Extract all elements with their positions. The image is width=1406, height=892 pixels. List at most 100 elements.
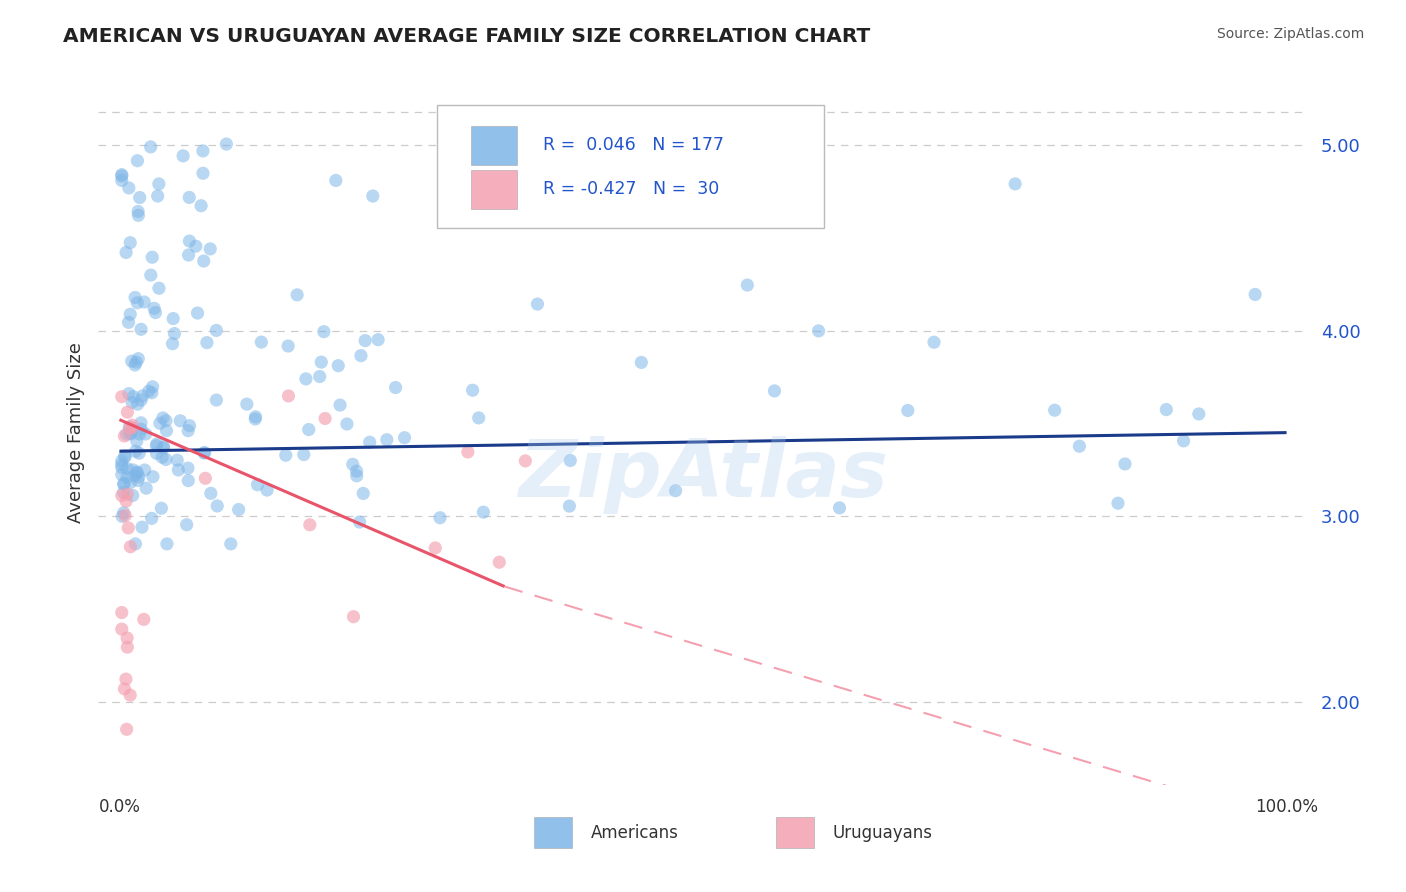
Point bbox=[115, 245, 138, 260]
Point bbox=[219, 537, 242, 551]
Point bbox=[131, 520, 153, 534]
Point bbox=[135, 481, 157, 495]
Point bbox=[737, 278, 759, 293]
Point bbox=[117, 521, 139, 535]
Point bbox=[359, 435, 381, 450]
Point bbox=[1114, 457, 1136, 471]
Text: Uruguayans: Uruguayans bbox=[832, 823, 932, 841]
Point bbox=[111, 454, 134, 468]
Point bbox=[191, 144, 214, 158]
Point bbox=[129, 416, 152, 430]
Point bbox=[111, 390, 134, 404]
Point bbox=[118, 419, 141, 434]
Point bbox=[558, 499, 581, 513]
Point bbox=[129, 322, 152, 336]
Point bbox=[117, 315, 139, 329]
Point bbox=[124, 444, 146, 458]
Point bbox=[311, 355, 333, 369]
Point bbox=[128, 427, 150, 442]
Point bbox=[124, 358, 146, 372]
Point bbox=[125, 434, 148, 449]
Point bbox=[141, 511, 163, 525]
Point bbox=[245, 412, 267, 426]
Point bbox=[150, 450, 173, 465]
Point bbox=[146, 189, 169, 203]
Point bbox=[143, 301, 166, 316]
Point bbox=[155, 424, 177, 438]
Point bbox=[329, 398, 352, 412]
Point bbox=[763, 384, 786, 398]
Point bbox=[1244, 287, 1267, 301]
Point bbox=[114, 508, 136, 523]
Point bbox=[177, 461, 200, 475]
Point bbox=[274, 448, 297, 462]
Point bbox=[1069, 439, 1091, 453]
Point bbox=[190, 199, 212, 213]
Point bbox=[112, 477, 135, 491]
Point bbox=[112, 477, 135, 491]
Point bbox=[111, 467, 134, 482]
Point bbox=[121, 418, 143, 433]
Point bbox=[375, 433, 398, 447]
Point bbox=[139, 140, 162, 154]
Point bbox=[342, 609, 364, 624]
Point bbox=[195, 335, 218, 350]
Point bbox=[169, 414, 191, 428]
Point bbox=[117, 640, 139, 655]
Text: R = -0.427   N =  30: R = -0.427 N = 30 bbox=[543, 180, 720, 198]
Point bbox=[115, 631, 138, 645]
Point bbox=[179, 418, 201, 433]
Point bbox=[461, 383, 484, 397]
Point bbox=[115, 672, 138, 686]
Point bbox=[120, 307, 142, 321]
Point bbox=[111, 622, 134, 636]
Text: AMERICAN VS URUGUAYAN AVERAGE FAMILY SIZE CORRELATION CHART: AMERICAN VS URUGUAYAN AVERAGE FAMILY SIZ… bbox=[63, 27, 870, 45]
Point bbox=[111, 606, 134, 620]
Point bbox=[149, 417, 172, 431]
Point bbox=[194, 471, 217, 485]
FancyBboxPatch shape bbox=[534, 817, 572, 848]
Point bbox=[138, 384, 160, 399]
Point bbox=[193, 254, 215, 268]
Point bbox=[120, 475, 142, 490]
Point bbox=[256, 483, 278, 497]
Point bbox=[115, 494, 138, 508]
Point bbox=[150, 501, 173, 516]
Point bbox=[228, 502, 250, 516]
Point bbox=[127, 474, 149, 488]
Point bbox=[152, 441, 174, 455]
Point bbox=[125, 466, 148, 480]
Point bbox=[121, 488, 143, 502]
Point bbox=[111, 458, 134, 472]
Point bbox=[129, 393, 152, 408]
Point bbox=[141, 250, 163, 264]
Point bbox=[142, 380, 165, 394]
Point bbox=[205, 393, 228, 408]
Point bbox=[308, 369, 330, 384]
Point bbox=[156, 537, 179, 551]
Point bbox=[146, 437, 169, 451]
Point bbox=[132, 612, 155, 626]
Point bbox=[162, 336, 184, 351]
Point bbox=[384, 380, 406, 394]
Point bbox=[394, 431, 416, 445]
Point bbox=[630, 355, 652, 369]
Point bbox=[128, 190, 150, 204]
Point bbox=[127, 295, 149, 310]
Point bbox=[118, 181, 141, 195]
Point bbox=[115, 470, 138, 484]
Point bbox=[425, 541, 447, 555]
Point bbox=[295, 372, 318, 386]
Point bbox=[205, 323, 228, 337]
Text: ZipAtlas: ZipAtlas bbox=[517, 436, 889, 514]
Point bbox=[145, 446, 167, 460]
Point bbox=[1107, 496, 1129, 510]
Point bbox=[1188, 407, 1211, 421]
Point bbox=[112, 506, 135, 520]
Point bbox=[897, 403, 920, 417]
Point bbox=[163, 326, 186, 341]
Point bbox=[292, 448, 315, 462]
Text: R =  0.046   N = 177: R = 0.046 N = 177 bbox=[543, 136, 724, 154]
Point bbox=[134, 295, 156, 310]
Point bbox=[277, 389, 299, 403]
